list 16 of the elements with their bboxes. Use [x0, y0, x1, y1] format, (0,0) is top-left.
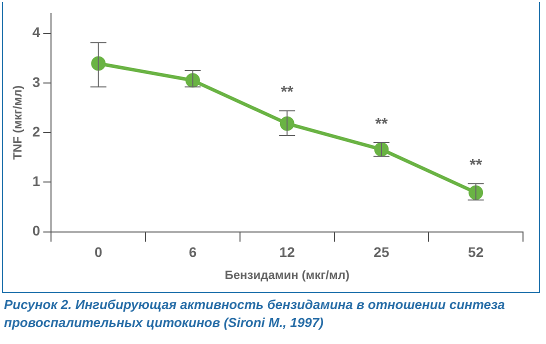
text: Рисунок 2. Ингибирующая активность бензидамина в отношении синтеза провоспалительных цитокинов (Sironi M., 1997)	[4, 296, 506, 332]
annotation: **	[375, 116, 388, 133]
x-tick-label: 25	[374, 244, 390, 260]
x-tick-label: 12	[279, 244, 296, 260]
y-tick-label: 0	[32, 222, 40, 239]
x-tick-label: 52	[468, 244, 484, 260]
annotation: **	[470, 157, 483, 174]
y-tick-label: 3	[32, 74, 40, 90]
x-tick-label: 0	[94, 244, 102, 260]
x-axis-title: Бензидамин (мкг/мл)	[224, 268, 350, 282]
y-tick-label: 4	[32, 24, 40, 40]
y-axis-title: TNF (мкг/мл)	[10, 85, 25, 160]
y-tick-label: 1	[32, 173, 40, 190]
x-tick-label: 6	[188, 244, 197, 260]
annotation: **	[280, 84, 294, 102]
y-tick-label: 2	[32, 123, 40, 140]
